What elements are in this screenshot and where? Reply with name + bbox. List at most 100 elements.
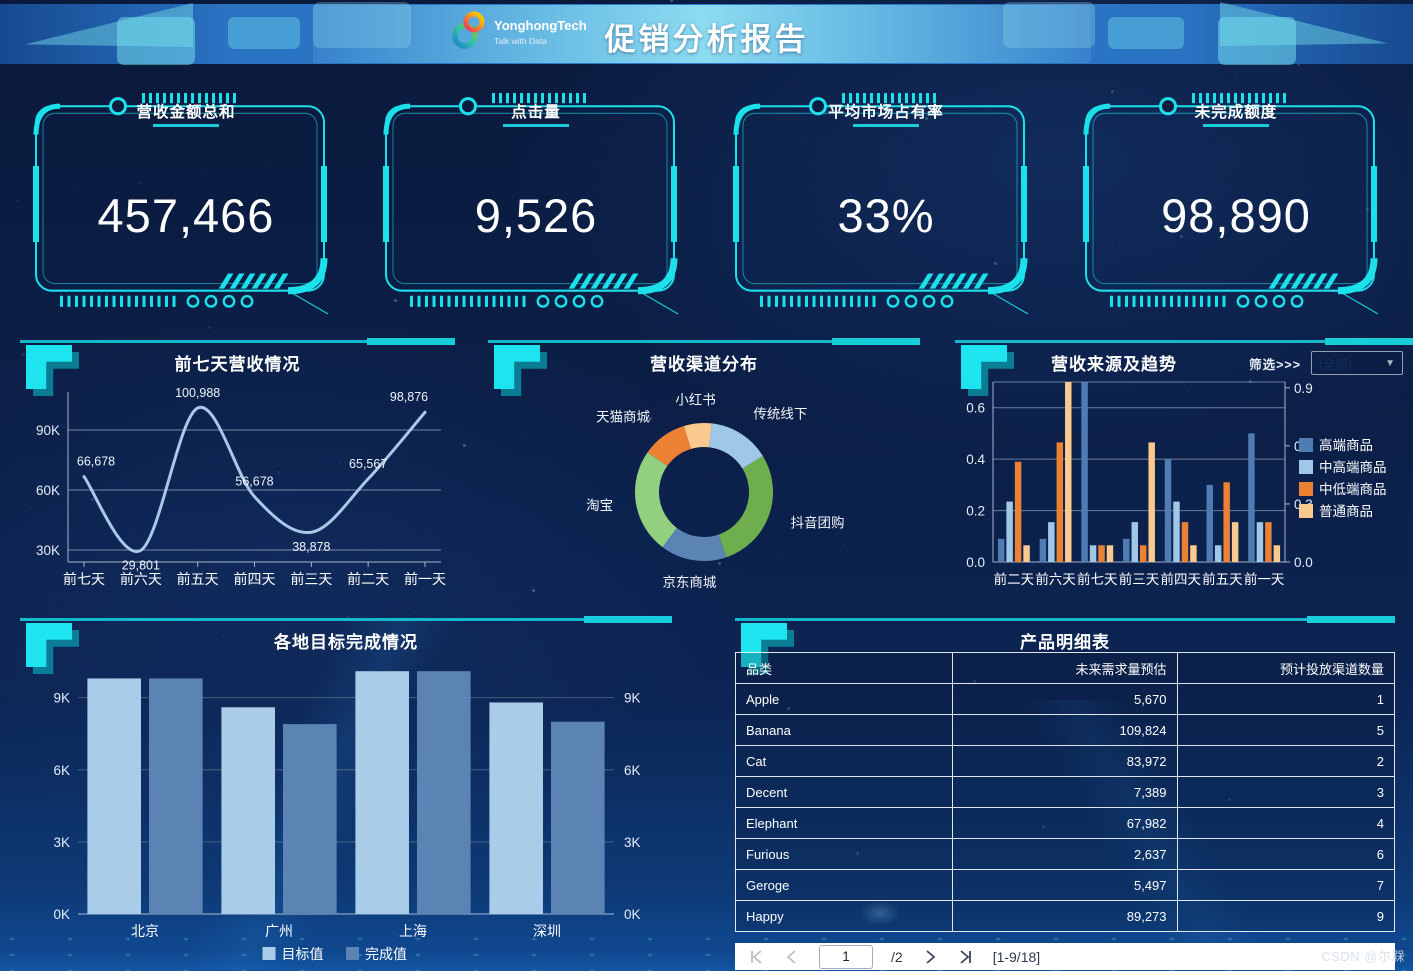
- kpi-value: 33%: [837, 189, 935, 242]
- svg-text:前七天: 前七天: [1077, 571, 1118, 587]
- last-page-icon: [960, 949, 971, 964]
- header-banner: [313, 5, 1091, 63]
- table-row[interactable]: Apple 5,670 1: [734, 683, 1396, 715]
- svg-text:中高端商品: 中高端商品: [1319, 459, 1387, 475]
- table-row[interactable]: Banana 109,824 5: [734, 714, 1396, 746]
- svg-text:前三天: 前三天: [290, 571, 332, 587]
- kpi-frame-decoration: [383, 93, 679, 315]
- table-row[interactable]: Geroge 5,497 7: [734, 869, 1396, 901]
- panel-line-chart: 前七天营收情况 30K 60K 90K 前七天 前六天 前五天 前四天 前三天 前二天 前一天 66…: [20, 338, 455, 602]
- kpi-underline-decoration: [153, 124, 219, 127]
- kpi-value: 98,890: [1161, 189, 1311, 242]
- kpi-card[interactable]: 平均市场占有率 33%: [730, 90, 1042, 315]
- svg-text:3K: 3K: [624, 835, 641, 850]
- svg-text:66,678: 66,678: [77, 455, 115, 469]
- svg-text:0K: 0K: [53, 907, 70, 922]
- kpi-card[interactable]: 营收金额总和 457,466: [30, 90, 342, 315]
- svg-text:天猫商城: 天猫商城: [596, 409, 650, 424]
- line-chart[interactable]: 30K 60K 90K 前七天 前六天 前五天 前四天 前三天 前二天 前一天 66,678 29,8…: [20, 374, 455, 602]
- prev-page-button[interactable]: [783, 948, 801, 966]
- kpi-underline-decoration: [853, 124, 919, 127]
- table-cell: 5,670: [952, 683, 1178, 715]
- table-row[interactable]: Elephant 67,982 4: [734, 807, 1396, 839]
- svg-text:北京: 北京: [131, 923, 159, 939]
- svg-text:抖音团购: 抖音团购: [791, 514, 845, 530]
- kpi-title: 点击量: [511, 104, 561, 121]
- table-cell: 7,389: [952, 776, 1178, 808]
- chevron-down-icon: ▼: [1385, 357, 1395, 369]
- trend-bar-chart[interactable]: 0.00.20.40.60.00.30.60.9前二天前六天前七天前三天前四天前…: [955, 374, 1413, 602]
- product-table: 品类 未来需求量预估 预计投放渠道数量 Apple 5,670 1 Banana 109,82…: [734, 652, 1396, 932]
- panel-title: 前七天营收情况: [174, 355, 301, 374]
- svg-text:完成值: 完成值: [365, 946, 407, 962]
- table-cell: 1: [1176, 683, 1396, 715]
- kpi-underline-decoration: [1203, 124, 1269, 127]
- table-cell: 4: [1176, 807, 1396, 839]
- kpi-card[interactable]: 点击量 9,526: [380, 90, 692, 315]
- panel-topline-decoration: [955, 338, 1413, 345]
- svg-text:9K: 9K: [53, 691, 70, 706]
- svg-text:前一天: 前一天: [1244, 571, 1285, 587]
- kpi-frame-decoration: [1083, 93, 1379, 315]
- next-page-button[interactable]: [921, 948, 939, 966]
- svg-text:小红书: 小红书: [675, 392, 716, 407]
- svg-text:淘宝: 淘宝: [586, 498, 613, 513]
- kpi-underline-decoration: [503, 124, 569, 127]
- svg-text:29,801: 29,801: [122, 558, 160, 572]
- table-row[interactable]: Furious 2,637 6: [734, 838, 1396, 870]
- table-cell: 109,824: [952, 714, 1178, 746]
- svg-text:38,878: 38,878: [292, 540, 330, 554]
- first-page-button[interactable]: [747, 948, 765, 966]
- table-cell: 7: [1176, 869, 1396, 901]
- svg-text:高端商品: 高端商品: [1319, 437, 1373, 453]
- kpi-frame-decoration: [33, 93, 329, 315]
- svg-text:前一天: 前一天: [404, 571, 446, 587]
- svg-text:0.9: 0.9: [1294, 381, 1313, 396]
- panel-target-bars: 各地目标完成情况 0K 0K 3K 3K 6K 6K 9K 9K 北京 广州 上海 深圳 目标值 完成值: [20, 616, 672, 970]
- panel-title: 营收来源及趋势: [1051, 355, 1177, 374]
- kpi-title: 平均市场占有率: [828, 104, 944, 121]
- kpi-title: 未完成额度: [1194, 104, 1278, 121]
- logo-name: YonghongTech: [494, 17, 587, 33]
- table-row[interactable]: Decent 7,389 3: [734, 776, 1396, 808]
- svg-text:前四天: 前四天: [234, 571, 276, 587]
- panel-product-table: 产品明细表 品类 未来需求量预估 预计投放渠道数量 Apple 5,670 1 Banana…: [734, 616, 1396, 970]
- table-cell: Elephant: [734, 807, 954, 839]
- svg-text:100,988: 100,988: [175, 386, 220, 400]
- svg-text:传统线下: 传统线下: [753, 406, 807, 421]
- page-input[interactable]: [819, 944, 873, 969]
- panel-title: 产品明细表: [1020, 633, 1110, 652]
- svg-text:深圳: 深圳: [533, 923, 561, 939]
- kpi-frame-decoration: [733, 93, 1029, 315]
- filter-dropdown[interactable]: (全部) ▼: [1311, 351, 1403, 375]
- panel-trend-bars: 营收来源及趋势 筛选>>> (全部) ▼ 0.00.20.40.60.00.30…: [955, 338, 1413, 602]
- table-cell: Banana: [734, 714, 954, 746]
- table-cell: 9: [1176, 900, 1396, 932]
- svg-text:0.4: 0.4: [966, 452, 985, 467]
- table-row[interactable]: Cat 83,972 2: [734, 745, 1396, 777]
- svg-text:90K: 90K: [36, 423, 60, 438]
- table-row[interactable]: Happy 89,273 9: [734, 900, 1396, 932]
- next-page-icon: [926, 949, 936, 964]
- table-cell: 5: [1176, 714, 1396, 746]
- kpi-card[interactable]: 未完成额度 98,890: [1080, 90, 1392, 315]
- table-cell: 83,972: [952, 745, 1178, 777]
- svg-text:目标值: 目标值: [282, 946, 324, 962]
- svg-text:0.6: 0.6: [966, 401, 985, 416]
- table-cell: 5,497: [952, 869, 1178, 901]
- svg-text:6K: 6K: [624, 763, 641, 778]
- table-cell: Cat: [734, 745, 954, 777]
- last-page-button[interactable]: [957, 948, 975, 966]
- table-cell: 89,273: [952, 900, 1178, 932]
- watermark: CSDN @尔槑: [1321, 949, 1405, 964]
- svg-text:前二天: 前二天: [994, 571, 1035, 587]
- panel-topline-decoration: [20, 616, 672, 623]
- svg-text:上海: 上海: [399, 923, 427, 939]
- kpi-value: 9,526: [474, 189, 598, 242]
- svg-text:前六天: 前六天: [120, 571, 162, 587]
- table-column-header: 未来需求量预估: [952, 652, 1178, 684]
- svg-text:9K: 9K: [624, 691, 641, 706]
